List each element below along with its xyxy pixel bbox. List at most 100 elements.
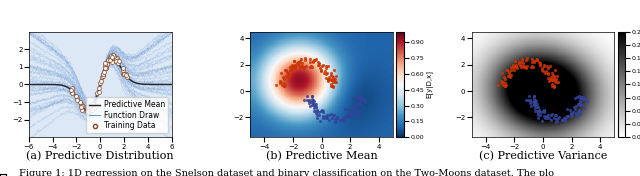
Point bbox=[352, 111, 362, 113]
Point bbox=[506, 68, 516, 71]
Point bbox=[529, 103, 540, 106]
Point bbox=[283, 76, 293, 79]
Point bbox=[545, 78, 555, 81]
Point bbox=[569, 106, 579, 109]
Point bbox=[566, 113, 576, 116]
Point bbox=[577, 96, 588, 98]
Point bbox=[517, 58, 527, 60]
Point bbox=[546, 76, 556, 79]
Point bbox=[321, 72, 332, 75]
Point bbox=[278, 85, 289, 88]
Point bbox=[339, 120, 349, 122]
Point bbox=[308, 104, 319, 106]
Point bbox=[537, 67, 547, 70]
Point bbox=[340, 115, 350, 118]
Point bbox=[100, 64, 111, 67]
Point bbox=[566, 115, 576, 118]
Point bbox=[344, 112, 355, 114]
Point bbox=[536, 120, 547, 122]
Point bbox=[67, 89, 77, 92]
Point bbox=[532, 58, 542, 61]
Point bbox=[102, 62, 113, 64]
Point bbox=[529, 95, 539, 97]
Point bbox=[312, 109, 322, 112]
Point bbox=[572, 96, 582, 99]
Point bbox=[308, 59, 318, 62]
Point bbox=[346, 110, 356, 113]
Point bbox=[571, 111, 581, 114]
Point bbox=[509, 66, 519, 69]
Point bbox=[296, 65, 306, 68]
Point bbox=[276, 71, 286, 74]
Point bbox=[312, 110, 323, 113]
Point bbox=[276, 84, 287, 87]
Point bbox=[330, 78, 340, 80]
Point bbox=[520, 65, 531, 68]
Point bbox=[559, 116, 569, 119]
Point bbox=[582, 100, 592, 103]
Point bbox=[545, 78, 555, 81]
Point bbox=[352, 103, 362, 106]
Point bbox=[531, 59, 541, 62]
Point bbox=[303, 99, 314, 102]
Point bbox=[287, 66, 298, 69]
Point bbox=[573, 109, 584, 112]
Point bbox=[307, 99, 317, 102]
Point bbox=[301, 65, 311, 67]
Point bbox=[542, 117, 552, 119]
Point bbox=[355, 95, 365, 98]
Point bbox=[506, 74, 516, 77]
Point bbox=[497, 71, 507, 74]
Point bbox=[308, 102, 318, 105]
Point bbox=[317, 110, 328, 113]
Point bbox=[281, 69, 291, 71]
Point bbox=[574, 95, 584, 98]
Point bbox=[535, 113, 545, 116]
Point bbox=[575, 100, 585, 103]
Point bbox=[282, 70, 292, 73]
Point bbox=[329, 114, 339, 117]
Point bbox=[543, 76, 553, 79]
Point bbox=[81, 109, 92, 112]
Point bbox=[271, 84, 282, 87]
Point bbox=[552, 81, 563, 83]
Point bbox=[285, 74, 295, 77]
Point bbox=[325, 72, 335, 75]
Point bbox=[289, 60, 299, 63]
Point bbox=[548, 73, 558, 76]
Point bbox=[516, 65, 526, 68]
Point bbox=[106, 55, 116, 58]
Point bbox=[353, 96, 364, 99]
Point bbox=[522, 57, 532, 60]
Point bbox=[311, 111, 321, 114]
Point bbox=[336, 118, 346, 121]
Point bbox=[531, 107, 541, 109]
Point bbox=[353, 103, 364, 106]
Point bbox=[551, 78, 561, 80]
Point bbox=[539, 115, 549, 118]
Point bbox=[101, 66, 111, 69]
Point bbox=[316, 67, 326, 70]
Point bbox=[535, 63, 545, 66]
Point bbox=[312, 114, 322, 116]
Point bbox=[575, 100, 585, 103]
Point bbox=[540, 71, 550, 74]
Point bbox=[529, 99, 539, 102]
Point bbox=[311, 109, 321, 112]
Point bbox=[76, 105, 86, 108]
Point bbox=[104, 59, 114, 62]
Point bbox=[352, 109, 362, 112]
Point bbox=[538, 69, 548, 72]
Point bbox=[541, 69, 552, 72]
Point bbox=[280, 69, 291, 72]
Point bbox=[317, 109, 328, 111]
Point bbox=[574, 109, 584, 111]
Point bbox=[527, 58, 537, 60]
Point bbox=[548, 117, 559, 119]
Point bbox=[309, 104, 319, 106]
Y-axis label: E[y|D,x]: E[y|D,x] bbox=[427, 70, 434, 99]
Point bbox=[283, 74, 293, 77]
Point bbox=[307, 101, 317, 104]
Point bbox=[312, 109, 323, 112]
Point bbox=[575, 102, 585, 105]
